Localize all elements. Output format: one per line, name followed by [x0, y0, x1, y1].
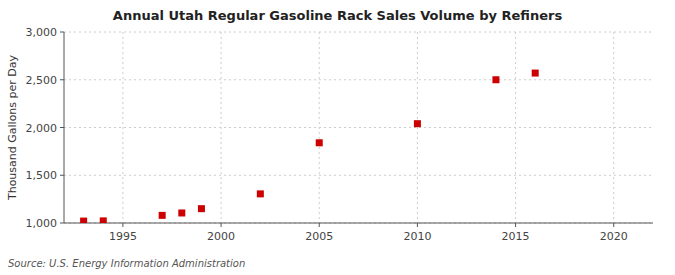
point [257, 190, 264, 197]
point [159, 212, 166, 219]
y-tick-label: 2,000 [26, 122, 58, 135]
x-tick-label: 1995 [109, 230, 137, 243]
source-note: Source: U.S. Energy Information Administ… [8, 258, 245, 269]
y-tick [60, 127, 64, 128]
x-tick-label: 2005 [305, 230, 333, 243]
y-grid-line [64, 175, 653, 176]
x-grid-line [613, 32, 614, 223]
x-tick [221, 223, 222, 227]
y-tick-label: 2,500 [26, 74, 58, 87]
y-tick-label: 1,000 [26, 217, 58, 230]
point [80, 218, 87, 223]
point [198, 205, 205, 212]
y-grid-line [64, 32, 653, 33]
grid [64, 32, 653, 223]
x-grid-line [319, 32, 320, 223]
y-tick [60, 223, 64, 224]
point [316, 139, 323, 146]
x-grid-line [417, 32, 418, 223]
y-tick-label: 1,500 [26, 169, 58, 182]
y-tick [60, 79, 64, 80]
points [80, 70, 539, 223]
y-tick [60, 32, 64, 33]
x-tick [417, 223, 418, 227]
x-tick [122, 223, 123, 227]
point [532, 70, 539, 77]
x-tick-label: 2020 [600, 230, 628, 243]
x-grid-line [221, 32, 222, 223]
y-axis-label: Thousand Gallons per Day [6, 54, 19, 201]
y-tick [60, 175, 64, 176]
y-tick-label: 3,000 [26, 26, 58, 39]
x-tick [515, 223, 516, 227]
x-tick-label: 2015 [502, 230, 530, 243]
x-grid-line [122, 32, 123, 223]
x-tick-label: 2010 [403, 230, 431, 243]
title: Annual Utah Regular Gasoline Rack Sales … [113, 8, 563, 23]
y-grid-line [64, 127, 653, 128]
point [178, 209, 185, 216]
y-grid-line [64, 79, 653, 80]
x-tick [319, 223, 320, 227]
x-grid-line [515, 32, 516, 223]
y-grid-line [64, 223, 653, 224]
chart: Annual Utah Regular Gasoline Rack Sales … [0, 0, 675, 275]
x-tick-label: 2000 [207, 230, 235, 243]
point [492, 76, 499, 83]
point [414, 120, 421, 127]
x-axis-line [64, 223, 653, 224]
x-tick [613, 223, 614, 227]
y-axis-line [64, 32, 65, 223]
point [100, 217, 107, 223]
